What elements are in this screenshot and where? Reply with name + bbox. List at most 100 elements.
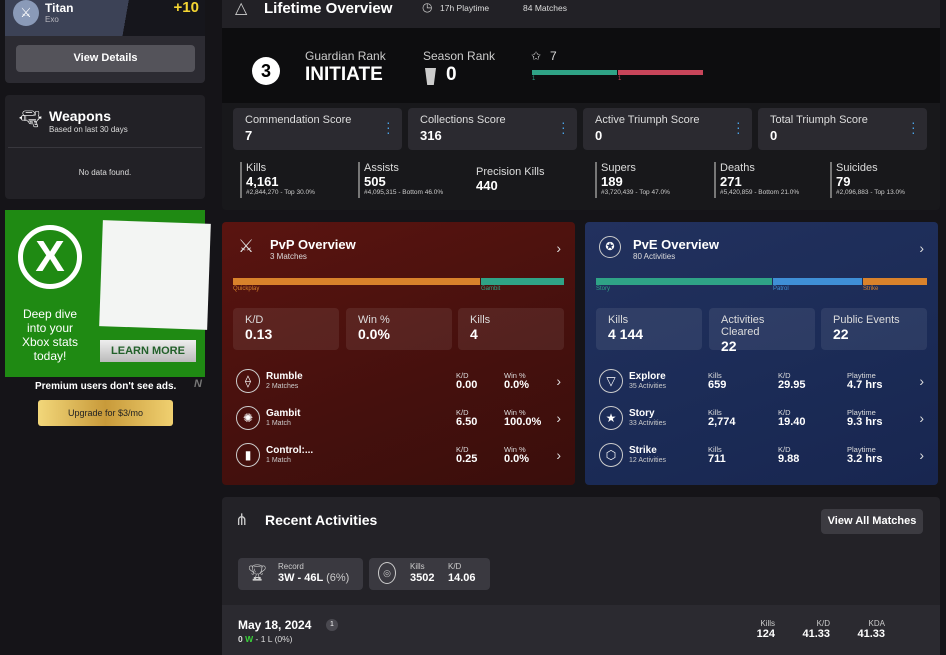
chevron-right-icon[interactable]: › — [556, 373, 561, 389]
character-banner — [5, 0, 205, 36]
story-icon: ★ — [599, 406, 623, 430]
pvp-mode-rumble[interactable]: ⟠ Rumble 2 Matches K/D 0.00 Win % 0.0% › — [234, 369, 563, 405]
score-value: 7 — [245, 128, 253, 143]
pvp-win-box: Win % 0.0% — [346, 308, 452, 350]
kills-chip: ◎ Kills 3502 K/D 14.06 — [369, 558, 490, 590]
score-value: 0 — [595, 128, 603, 143]
quickplay-bar — [233, 278, 480, 285]
stat-suicides: Suicides 79 #2,096,883 - Top 13.0% — [830, 162, 905, 198]
rumble-icon: ⟠ — [236, 369, 260, 393]
record-pct: (6%) — [326, 572, 350, 584]
story-label: Story — [596, 286, 611, 292]
more-options-icon[interactable]: · · · — [386, 114, 391, 140]
day-kda: 41.33 — [857, 628, 885, 640]
recent-kills: 3502 — [410, 572, 435, 584]
pve-mode-explore[interactable]: ▽ Explore 35 Activities Kills 659 K/D 29.95 Pla… — [597, 369, 926, 405]
stat-assists: Assists 505 #4,095,315 - Bottom 46.0% — [358, 162, 443, 198]
day-date: May 18, 2024 — [238, 618, 312, 632]
pve-overview-card[interactable]: ✪ PvE Overview 80 Activities › Story Pat… — [585, 222, 938, 485]
score-label: Collections Score — [420, 114, 506, 126]
bar-left-value: 1 — [532, 76, 536, 82]
learn-more-button[interactable]: LEARN MORE — [100, 340, 196, 362]
ad-headline: Deep dive into your Xbox stats today! — [21, 307, 79, 363]
character-class: Titan — [45, 1, 74, 15]
more-options-icon[interactable]: · · · — [561, 114, 566, 140]
weapons-subtitle: Based on last 30 days — [49, 125, 128, 134]
ad-screenshot — [99, 220, 211, 330]
score-card-commendation[interactable]: Commendation Score 7 · · · — [233, 108, 402, 150]
season-rank-icon — [425, 68, 436, 85]
patrol-bar — [773, 278, 862, 285]
ranks-area — [222, 28, 940, 103]
quickplay-label: Quickplay — [233, 286, 260, 292]
day-kd: 41.33 — [802, 628, 830, 640]
season-rank-label: Season Rank — [423, 49, 496, 63]
divider — [8, 147, 202, 148]
pve-activities-box: Activities Cleared 22 — [709, 308, 815, 354]
recent-kd: 14.06 — [448, 572, 476, 584]
stat-deaths: Deaths 271 #5,420,859 - Bottom 21.0% — [714, 162, 799, 198]
strike-bar — [863, 278, 927, 285]
score-label: Active Triumph Score — [595, 114, 700, 126]
character-race: Exo — [45, 15, 59, 24]
pvp-mode-gambit[interactable]: ✺ Gambit 1 Match K/D 6.50 Win % 100.0% › — [234, 406, 563, 442]
strike-label: Strike — [863, 286, 879, 292]
clock-icon: ◷ — [422, 0, 433, 14]
activity-network-icon: ⋔ — [235, 512, 249, 529]
pve-mode-story[interactable]: ★ Story 33 Activities Kills 2,774 K/D 19.40 Pla… — [597, 406, 926, 442]
recent-title: Recent Activities — [265, 512, 378, 528]
day-count-badge: 1 — [326, 619, 338, 631]
patrol-label: Patrol — [773, 286, 789, 292]
day-row[interactable]: May 18, 2024 1 0 W - 1 L (0%) Kills 124 K… — [222, 605, 940, 655]
pve-events-box: Public Events 22 — [821, 308, 927, 350]
pyramid-icon: △ — [235, 0, 248, 17]
pve-mode-strike[interactable]: ⬡ Strike 12 Activities Kills 711 K/D 9.88 Playt… — [597, 443, 926, 479]
titan-emblem-icon: ⚔ — [13, 0, 39, 26]
score-card-collections[interactable]: Collections Score 316 · · · — [408, 108, 577, 150]
pve-title: PvE Overview — [633, 237, 719, 252]
pvp-overview-card[interactable]: ⚔ PvP Overview 3 Matches › Quickplay Gam… — [222, 222, 575, 485]
score-value: 0 — [770, 128, 778, 143]
view-details-button[interactable]: View Details — [16, 45, 195, 72]
score-label: Total Triumph Score — [770, 114, 868, 126]
lifetime-panel: △ Lifetime Overview ◷ 17h Playtime 84 Ma… — [222, 0, 940, 210]
view-all-matches-button[interactable]: View All Matches — [821, 509, 923, 534]
bar-right-value: 1 — [618, 76, 622, 82]
chevron-right-icon[interactable]: › — [919, 373, 924, 389]
record-chip: 🏆︎ Record 3W - 46L (6%) — [238, 558, 363, 590]
story-bar — [596, 278, 772, 285]
pvp-kd-box: K/D 0.13 — [233, 308, 339, 350]
character-card: ⚔ Titan Exo +10 View Details — [5, 0, 205, 83]
pvp-subtitle: 3 Matches — [270, 252, 307, 261]
skull-icon: ◎ — [378, 562, 396, 584]
score-card-active-triumph[interactable]: Active Triumph Score 0 · · · — [583, 108, 752, 150]
guardian-rank-badge: 3 — [252, 57, 280, 85]
xbox-logo-icon: X — [18, 225, 82, 289]
chevron-right-icon[interactable]: › — [556, 410, 561, 426]
upgrade-button[interactable]: Upgrade for $3/mo — [38, 400, 173, 426]
pvp-title: PvP Overview — [270, 237, 356, 252]
control-icon: ▮ — [236, 443, 260, 467]
lifetime-title: Lifetime Overview — [264, 0, 393, 17]
pvp-mode-control[interactable]: ▮ Control:... 1 Match K/D 0.25 Win % 0.0% › — [234, 443, 563, 479]
weapons-empty: No data found. — [78, 168, 132, 177]
lifetime-header — [222, 0, 940, 28]
pistol-icon: 🔫︎ — [19, 109, 42, 129]
stat-precision-kills: Precision Kills 440 — [476, 166, 545, 193]
triumph-star-icon: ✩ — [531, 49, 542, 63]
score-card-total-triumph[interactable]: Total Triumph Score 0 · · · — [758, 108, 927, 150]
chevron-right-icon[interactable]: › — [556, 447, 561, 463]
xbox-ad[interactable]: X Deep dive into your Xbox stats today! … — [5, 210, 211, 377]
more-options-icon[interactable]: · · · — [736, 114, 741, 140]
trophy-icon: 🏆︎ — [247, 565, 268, 582]
crossed-swords-icon: ⚔ — [238, 236, 255, 256]
gambit-bar — [481, 278, 564, 285]
chevron-right-icon[interactable]: › — [919, 447, 924, 463]
recent-activities-panel: ⋔ Recent Activities View All Matches 🏆︎ … — [222, 497, 940, 655]
chevron-right-icon[interactable]: › — [919, 410, 924, 426]
chevron-right-icon[interactable]: › — [556, 240, 561, 256]
score-value: 316 — [420, 128, 442, 143]
pvp-kills-box: Kills 4 — [458, 308, 564, 350]
more-options-icon[interactable]: · · · — [911, 114, 916, 140]
chevron-right-icon[interactable]: › — [919, 240, 924, 256]
